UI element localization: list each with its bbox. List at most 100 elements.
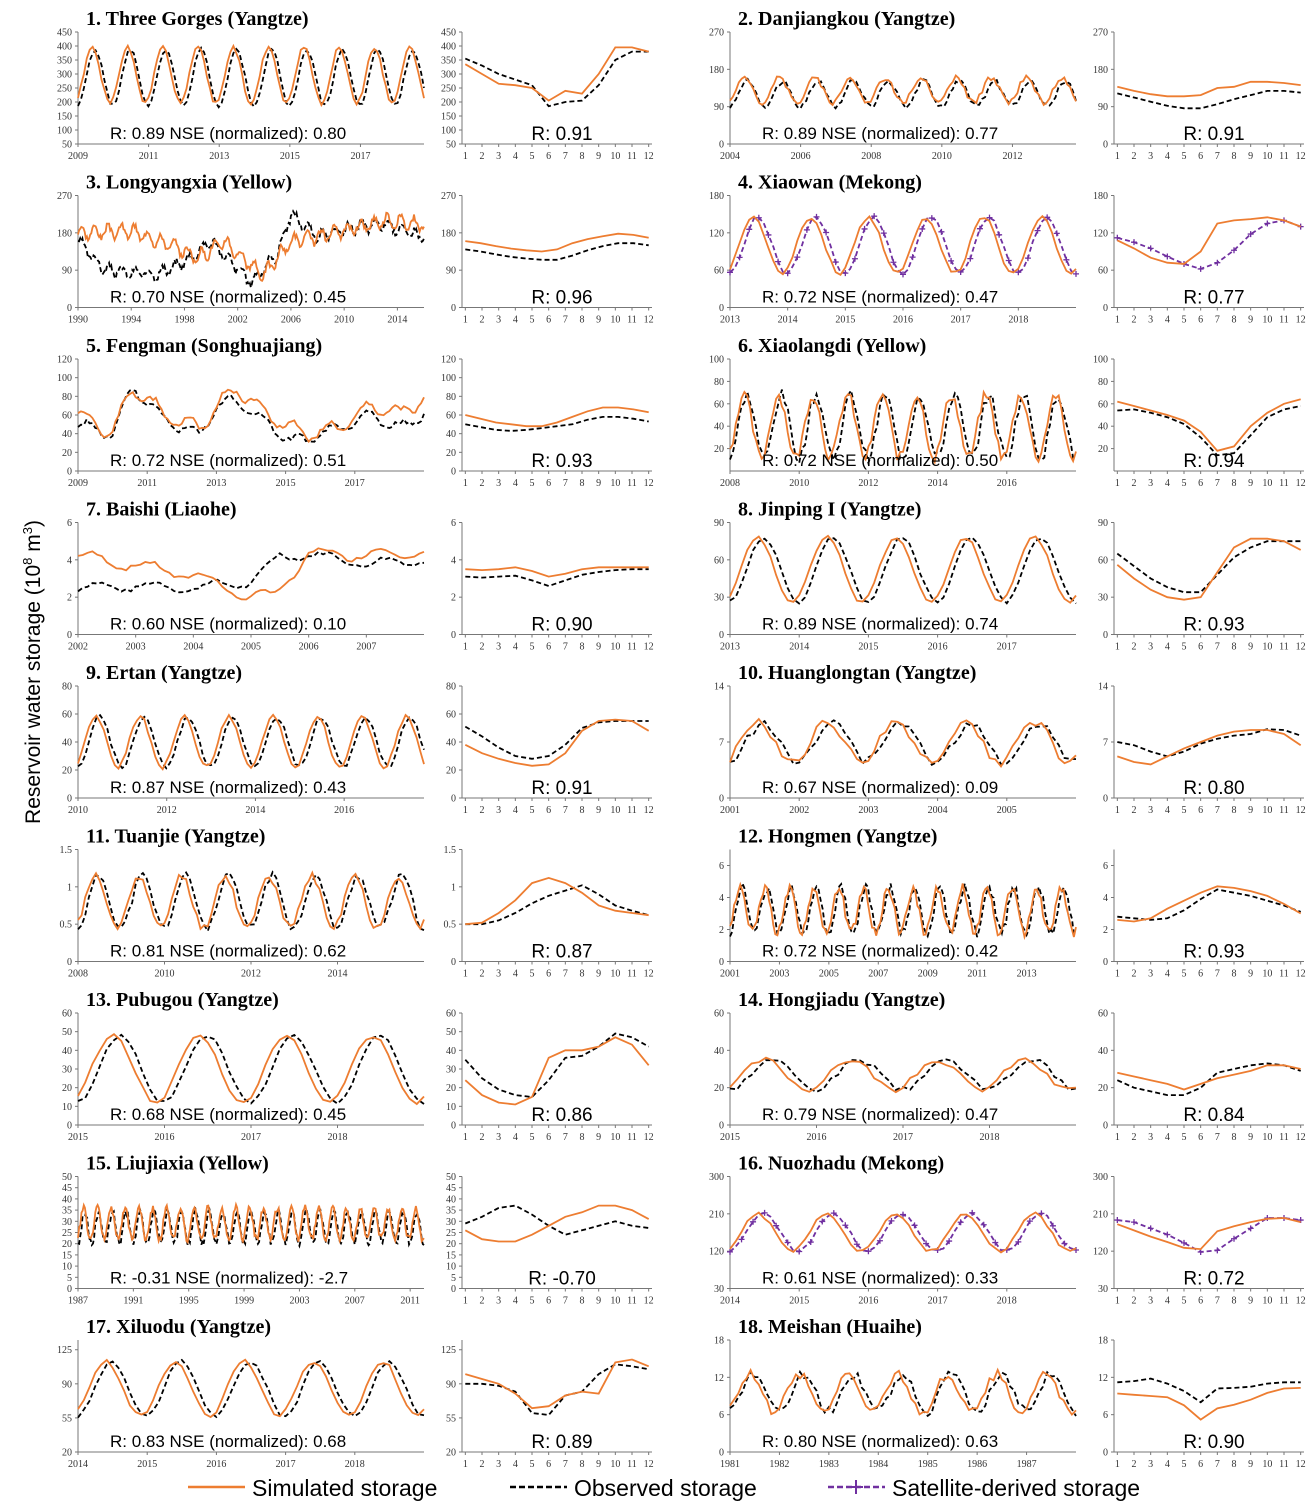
main-x-tick-label: 2009 — [68, 478, 88, 489]
monthly-y-tick-label: 0 — [451, 467, 456, 478]
main-x-tick-label: 2015 — [835, 315, 855, 326]
monthly-x-tick-label: 2 — [480, 478, 485, 489]
monthly-observed-line — [465, 1363, 649, 1416]
monthly-y-tick-label: 30 — [446, 1065, 456, 1076]
satellite-series-marker — [865, 1248, 872, 1255]
monthly-x-tick-label: 10 — [1262, 1296, 1272, 1307]
satellite-series-marker — [1053, 230, 1060, 237]
monthly-x-tick-label: 3 — [496, 151, 501, 162]
main-y-tick-label: 210 — [709, 1209, 724, 1220]
main-y-tick-label: 90 — [62, 266, 72, 277]
monthly-y-tick-label: 55 — [446, 1413, 456, 1424]
monthly-observed-line — [465, 416, 649, 432]
satellite-series-marker — [807, 1239, 814, 1246]
monthly-x-tick-label: 9 — [1248, 1296, 1253, 1307]
monthly-y-tick-label: 0 — [1103, 1121, 1108, 1132]
monthly-x-tick-label: 10 — [610, 1296, 620, 1307]
monthly-x-tick-label: 6 — [546, 969, 551, 980]
monthly-x-tick-label: 9 — [596, 478, 601, 489]
monthly-x-tick-label: 1 — [1115, 151, 1120, 162]
main-y-tick-label: 0 — [67, 303, 72, 314]
monthly-y-tick-label: 350 — [441, 56, 456, 67]
stat-label: R: 0.72 NSE (normalized): 0.47 — [762, 288, 998, 307]
main-y-tick-label: 0.5 — [60, 920, 73, 931]
monthly-x-tick-label: 4 — [1165, 478, 1170, 489]
monthly-y-tick-label: 6 — [1103, 1410, 1108, 1421]
monthly-x-tick-label: 12 — [644, 969, 654, 980]
observed-series-line — [729, 77, 1077, 110]
main-y-tick-label: 6 — [719, 1410, 724, 1421]
satellite-series-marker — [861, 225, 868, 232]
monthly-x-tick-label: 8 — [1232, 151, 1237, 162]
main-x-tick-label: 2015 — [280, 151, 300, 162]
satellite-series-marker — [946, 1238, 953, 1245]
monthly-observed-line — [1117, 90, 1301, 110]
monthly-x-tick-label: 10 — [610, 1459, 620, 1470]
simulated-series-line — [729, 1211, 1077, 1254]
monthly-y-tick-label: 80 — [446, 682, 456, 693]
main-x-tick-label: 1981 — [720, 1459, 740, 1470]
main-x-tick-label: 2012 — [157, 805, 177, 816]
main-y-tick-label: 300 — [57, 70, 72, 81]
monthly-x-tick-label: 4 — [513, 642, 518, 653]
monthly-x-tick-label: 2 — [1132, 478, 1137, 489]
monthly-y-tick-label: 1.5 — [444, 845, 457, 856]
monthly-x-tick-label: 7 — [563, 1459, 568, 1470]
monthly-x-tick-label: 7 — [563, 805, 568, 816]
main-y-tick-label: 100 — [57, 373, 72, 384]
main-y-tick-label: 50 — [62, 1027, 72, 1038]
monthly-x-tick-label: 1 — [463, 805, 468, 816]
monthly-x-tick-label: 11 — [1279, 642, 1289, 653]
simulated-series-line — [729, 214, 1077, 276]
monthly-x-tick-label: 4 — [1165, 315, 1170, 326]
monthly-observed-line — [1117, 405, 1301, 457]
monthly-simulated-line — [465, 406, 649, 428]
monthly-x-tick-label: 5 — [530, 805, 535, 816]
simulated-series-line — [729, 1367, 1077, 1417]
satellite-series-marker — [851, 255, 858, 262]
monthly-simulated-line — [465, 876, 649, 926]
main-x-tick-label: 2006 — [299, 642, 319, 653]
satellite-series-marker — [819, 1218, 826, 1225]
main-y-tick-label: 90 — [714, 518, 724, 529]
monthly-x-tick-label: 1 — [463, 1132, 468, 1143]
satellite-series-marker — [784, 270, 791, 277]
monthly-observed-line — [464, 1032, 650, 1098]
legend-satellite: Satellite-derived storage — [828, 1475, 1140, 1501]
monthly-y-tick-label: 30 — [1098, 593, 1108, 604]
monthly-x-tick-label: 10 — [610, 315, 620, 326]
panel-title-2: 2. Danjiangkou (Yangtze) — [738, 8, 955, 30]
monthly-x-tick-label: 1 — [463, 1296, 468, 1307]
monthly-x-tick-label: 5 — [1182, 805, 1187, 816]
panel-title-17: 17. Xiluodu (Yangtze) — [86, 1316, 271, 1338]
main-x-tick-label: 2002 — [789, 805, 809, 816]
monthly-x-tick-label: 12 — [644, 805, 654, 816]
main-x-tick-label: 2011 — [400, 1296, 420, 1307]
monthly-x-tick-label: 12 — [1296, 969, 1306, 980]
stat-label: R: 0.79 NSE (normalized): 0.47 — [762, 1105, 998, 1124]
monthly-x-tick-label: 11 — [627, 1132, 637, 1143]
monthly-x-tick-label: 6 — [546, 642, 551, 653]
monthly-r-label: R: 0.90 — [531, 615, 592, 636]
simulated-series-line — [729, 389, 1077, 465]
main-x-tick-label: 2013 — [1017, 969, 1037, 980]
panel-title-16: 16. Nuozhadu (Mekong) — [738, 1153, 944, 1175]
panel-title-6: 6. Xiaolangdi (Yellow) — [738, 335, 926, 357]
monthly-x-tick-label: 2 — [1132, 1459, 1137, 1470]
monthly-satellite-marker — [1147, 245, 1154, 252]
main-x-tick-label: 2007 — [356, 642, 376, 653]
satellite-series-marker — [727, 269, 733, 276]
monthly-x-tick-label: 4 — [1165, 1296, 1170, 1307]
monthly-x-tick-label: 12 — [1296, 151, 1306, 162]
monthly-simulated-line — [1116, 1217, 1301, 1251]
main-y-tick-label: 0 — [67, 957, 72, 968]
monthly-x-tick-label: 9 — [596, 1459, 601, 1470]
monthly-observed-line — [465, 568, 649, 587]
monthly-y-tick-label: 0 — [1103, 957, 1108, 968]
monthly-x-tick-label: 5 — [1182, 642, 1187, 653]
monthly-x-tick-label: 5 — [530, 642, 535, 653]
monthly-x-tick-label: 8 — [580, 642, 585, 653]
main-x-tick-label: 2016 — [206, 1459, 226, 1470]
main-x-tick-label: 2004 — [183, 642, 203, 653]
